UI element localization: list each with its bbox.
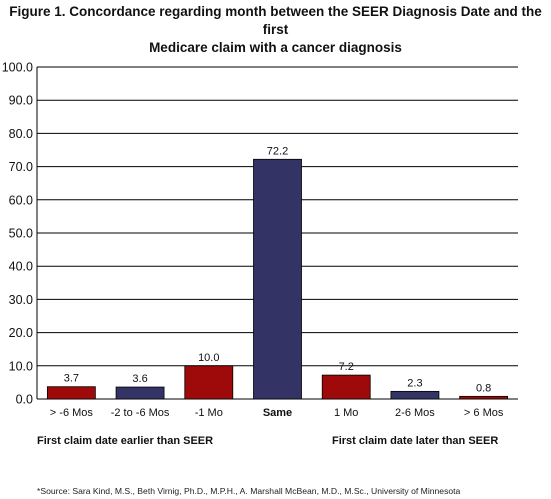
data-label: 72.2 bbox=[267, 145, 288, 157]
data-label: 10.0 bbox=[198, 352, 219, 364]
chart-title-line1: Figure 1. Concordance regarding month be… bbox=[9, 4, 542, 37]
group-label-earlier: First claim date earlier than SEER bbox=[37, 435, 214, 447]
data-label: 3.7 bbox=[64, 373, 79, 385]
bar-6 bbox=[390, 390, 440, 400]
x-tick-label: -2 to -6 Mos bbox=[111, 407, 170, 419]
y-tick-label: 60.0 bbox=[9, 193, 33, 207]
bar-5 bbox=[321, 374, 371, 400]
x-tick-label: > -6 Mos bbox=[50, 407, 94, 419]
y-tick-label: 90.0 bbox=[9, 94, 33, 108]
y-tick-label: 100.0 bbox=[2, 61, 33, 75]
bar-2 bbox=[115, 386, 165, 400]
group-label-later: First claim date later than SEER bbox=[332, 435, 499, 447]
x-tick-label: -1 Mo bbox=[195, 407, 223, 419]
y-tick-label: 80.0 bbox=[9, 127, 33, 141]
x-tick-label: 2-6 Mos bbox=[395, 407, 435, 419]
y-tick-label: 70.0 bbox=[9, 160, 33, 174]
x-tick-label: 1 Mo bbox=[334, 407, 358, 419]
source-note: *Source: Sara Kind, M.S., Beth Virnig, P… bbox=[37, 486, 461, 496]
y-tick-label: 50.0 bbox=[9, 227, 33, 241]
data-label: 3.6 bbox=[132, 373, 147, 385]
y-tick-label: 30.0 bbox=[9, 293, 33, 307]
x-tick-label: > 6 Mos bbox=[464, 407, 504, 419]
bar-7 bbox=[459, 395, 509, 400]
y-tick-label: 10.0 bbox=[9, 359, 33, 373]
y-tick-label: 20.0 bbox=[9, 326, 33, 340]
y-tick-label: 40.0 bbox=[9, 260, 33, 274]
y-tick-label: 0.0 bbox=[16, 393, 33, 407]
data-label: 2.3 bbox=[407, 377, 422, 389]
x-tick-label: Same bbox=[263, 407, 292, 419]
bar-3 bbox=[184, 365, 234, 400]
data-label: 0.8 bbox=[476, 382, 491, 394]
chart-title: Figure 1. Concordance regarding month be… bbox=[0, 3, 551, 57]
bar-1 bbox=[46, 386, 96, 400]
bar-4 bbox=[253, 158, 302, 400]
chart-title-line2: Medicare claim with a cancer diagnosis bbox=[149, 40, 402, 55]
data-label: 7.2 bbox=[339, 361, 354, 373]
